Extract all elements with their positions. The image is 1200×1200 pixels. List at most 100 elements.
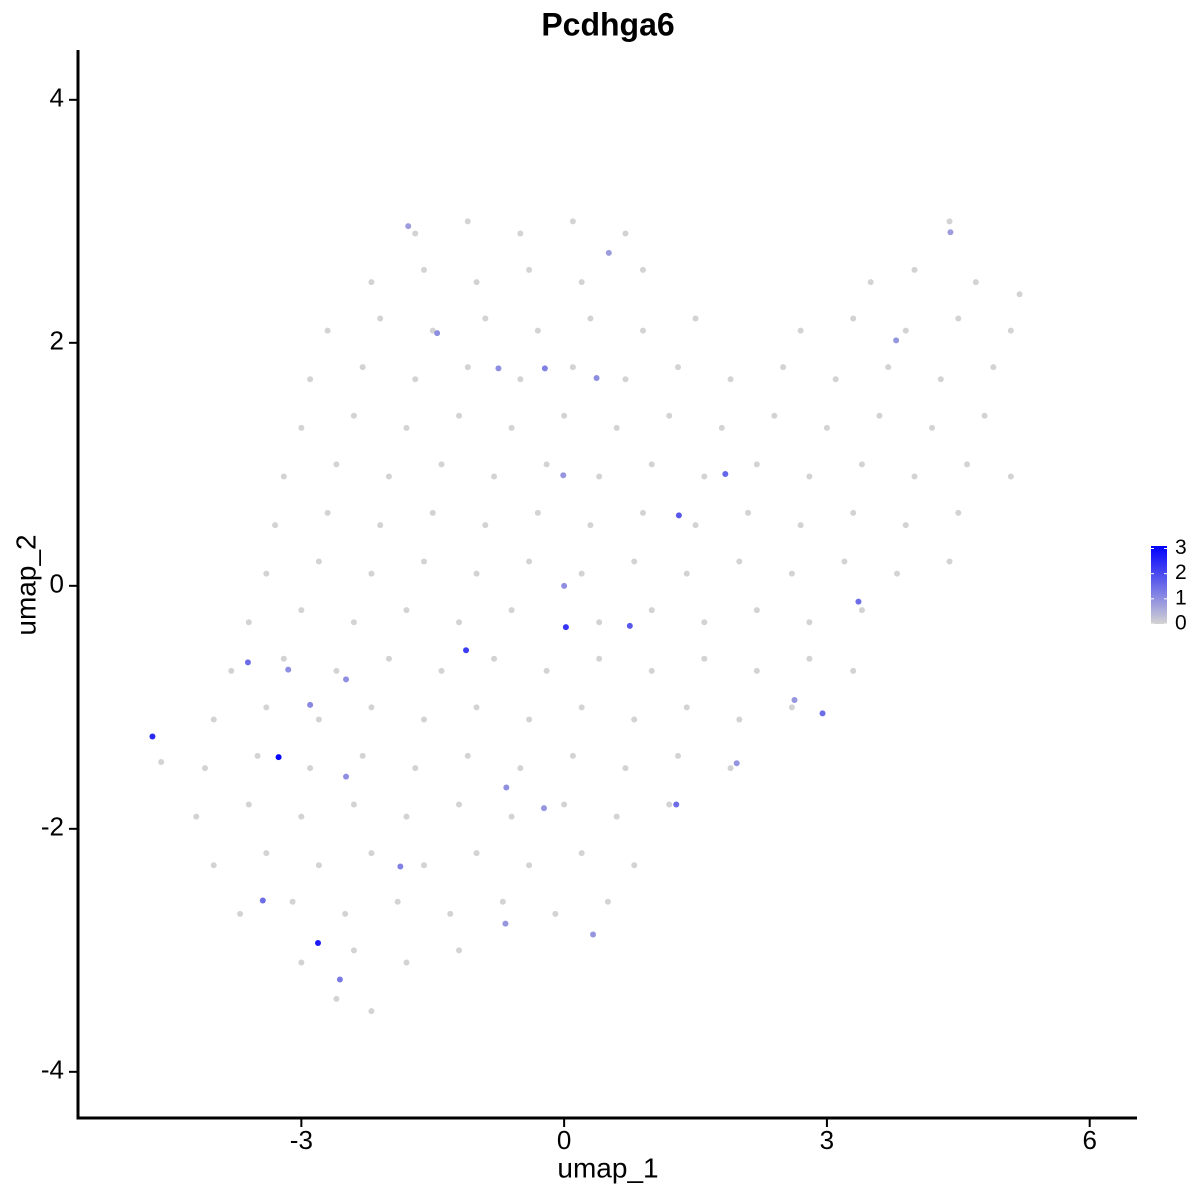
point	[797, 327, 804, 334]
point	[797, 522, 804, 529]
point	[648, 667, 655, 674]
point	[298, 813, 305, 820]
point	[893, 570, 900, 577]
point	[981, 412, 988, 419]
point	[324, 509, 331, 516]
point	[473, 279, 480, 286]
point	[596, 619, 603, 626]
point	[420, 558, 427, 565]
point	[377, 522, 384, 529]
point	[526, 862, 533, 869]
point	[482, 315, 489, 322]
point	[911, 473, 918, 480]
point	[561, 412, 568, 419]
point	[850, 509, 857, 516]
point	[368, 279, 375, 286]
point	[911, 266, 918, 273]
point	[359, 752, 366, 759]
point	[578, 704, 585, 711]
point	[946, 218, 953, 225]
point	[275, 754, 282, 761]
point	[727, 765, 734, 772]
point	[336, 976, 343, 983]
colorbar-label: 3	[1175, 536, 1187, 559]
point	[307, 701, 314, 708]
point	[473, 704, 480, 711]
point	[541, 365, 548, 372]
point	[342, 910, 349, 917]
point	[350, 412, 357, 419]
point	[753, 667, 760, 674]
point	[210, 862, 217, 869]
point	[569, 218, 576, 225]
point	[543, 461, 550, 468]
point	[867, 279, 874, 286]
point	[254, 752, 261, 759]
point	[578, 850, 585, 857]
point	[368, 850, 375, 857]
point	[639, 266, 646, 273]
point	[893, 337, 900, 344]
point	[718, 424, 725, 431]
point	[456, 619, 463, 626]
point	[263, 570, 270, 577]
point	[508, 424, 515, 431]
point	[237, 910, 244, 917]
point	[149, 733, 156, 740]
point	[368, 570, 375, 577]
point	[491, 473, 498, 480]
point	[526, 716, 533, 723]
point	[394, 898, 401, 905]
point	[298, 959, 305, 966]
point	[280, 473, 287, 480]
point	[560, 472, 567, 479]
point	[964, 461, 971, 468]
point	[495, 365, 502, 372]
point	[902, 522, 909, 529]
point	[946, 558, 953, 565]
point	[280, 655, 287, 662]
point	[937, 376, 944, 383]
point	[823, 424, 830, 431]
point	[193, 813, 200, 820]
point	[631, 862, 638, 869]
point	[578, 279, 585, 286]
point	[858, 607, 865, 614]
x-tick-label: -3	[290, 1125, 313, 1155]
point	[245, 801, 252, 808]
point	[692, 315, 699, 322]
point	[333, 461, 340, 468]
point	[666, 412, 673, 419]
point	[578, 570, 585, 577]
colorbar	[1151, 546, 1167, 624]
point	[701, 655, 708, 662]
point	[745, 509, 752, 516]
point	[412, 376, 419, 383]
point	[412, 765, 419, 772]
point	[701, 619, 708, 626]
point	[420, 716, 427, 723]
point	[368, 704, 375, 711]
point	[955, 315, 962, 322]
point	[1016, 291, 1023, 298]
point	[333, 667, 340, 674]
point	[272, 522, 279, 529]
point	[343, 676, 350, 683]
point	[464, 364, 471, 371]
point	[158, 759, 165, 765]
point	[289, 898, 296, 905]
point	[675, 512, 682, 519]
point	[473, 850, 480, 857]
point	[806, 473, 813, 480]
point	[540, 805, 547, 812]
point	[806, 619, 813, 626]
point	[673, 801, 680, 808]
point	[1007, 327, 1014, 334]
point	[639, 509, 646, 516]
point	[377, 315, 384, 322]
point	[562, 624, 569, 631]
point	[508, 607, 515, 614]
point	[552, 910, 559, 917]
point	[885, 364, 892, 371]
